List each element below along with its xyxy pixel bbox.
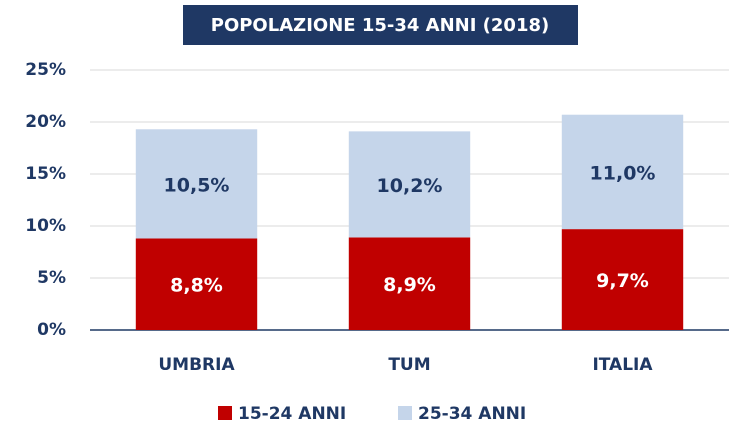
y-tick-label: 15% bbox=[25, 164, 66, 184]
value-label: 10,5% bbox=[164, 174, 230, 196]
y-tick-label: 25% bbox=[25, 60, 66, 80]
value-label: 8,8% bbox=[170, 275, 223, 297]
legend-swatch bbox=[218, 406, 232, 420]
chart-title: POPOLAZIONE 15-34 ANNI (2018) bbox=[211, 15, 549, 36]
bar-segment bbox=[135, 129, 258, 239]
y-tick-label: 10% bbox=[25, 216, 66, 236]
bar-segment bbox=[135, 238, 258, 330]
legend-label: 25-34 ANNI bbox=[418, 404, 526, 424]
y-tick-label: 0% bbox=[37, 320, 66, 340]
title-box bbox=[183, 5, 578, 45]
value-label: 11,0% bbox=[590, 162, 656, 184]
value-label: 9,7% bbox=[596, 270, 649, 292]
y-tick-label: 5% bbox=[37, 268, 66, 288]
x-tick-label: ITALIA bbox=[592, 355, 653, 375]
legend-swatch bbox=[398, 406, 412, 420]
bar-segment bbox=[561, 114, 684, 230]
x-tick-label: UMBRIA bbox=[158, 355, 235, 375]
bar-segment bbox=[348, 131, 471, 238]
legend-label: 15-24 ANNI bbox=[238, 404, 346, 424]
y-tick-label: 20% bbox=[25, 112, 66, 132]
value-label: 8,9% bbox=[383, 274, 436, 296]
x-tick-label: TUM bbox=[388, 355, 430, 375]
bar-segment bbox=[348, 237, 471, 330]
value-label: 10,2% bbox=[377, 175, 443, 197]
bar-segment bbox=[561, 229, 684, 330]
